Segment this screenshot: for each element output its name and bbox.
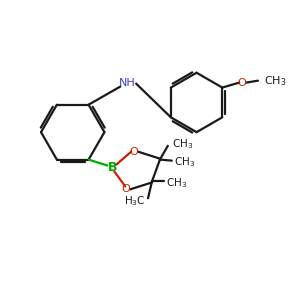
Text: CH$_3$: CH$_3$ xyxy=(174,155,195,169)
Text: O: O xyxy=(130,147,139,157)
Text: CH$_3$: CH$_3$ xyxy=(264,74,286,88)
Text: CH$_3$: CH$_3$ xyxy=(166,176,187,190)
Text: O: O xyxy=(238,78,247,88)
Text: O: O xyxy=(122,184,130,194)
Text: H$_3$C: H$_3$C xyxy=(124,194,146,208)
Text: CH$_3$: CH$_3$ xyxy=(172,137,193,151)
Text: NH: NH xyxy=(119,78,136,88)
Text: B: B xyxy=(108,161,117,174)
